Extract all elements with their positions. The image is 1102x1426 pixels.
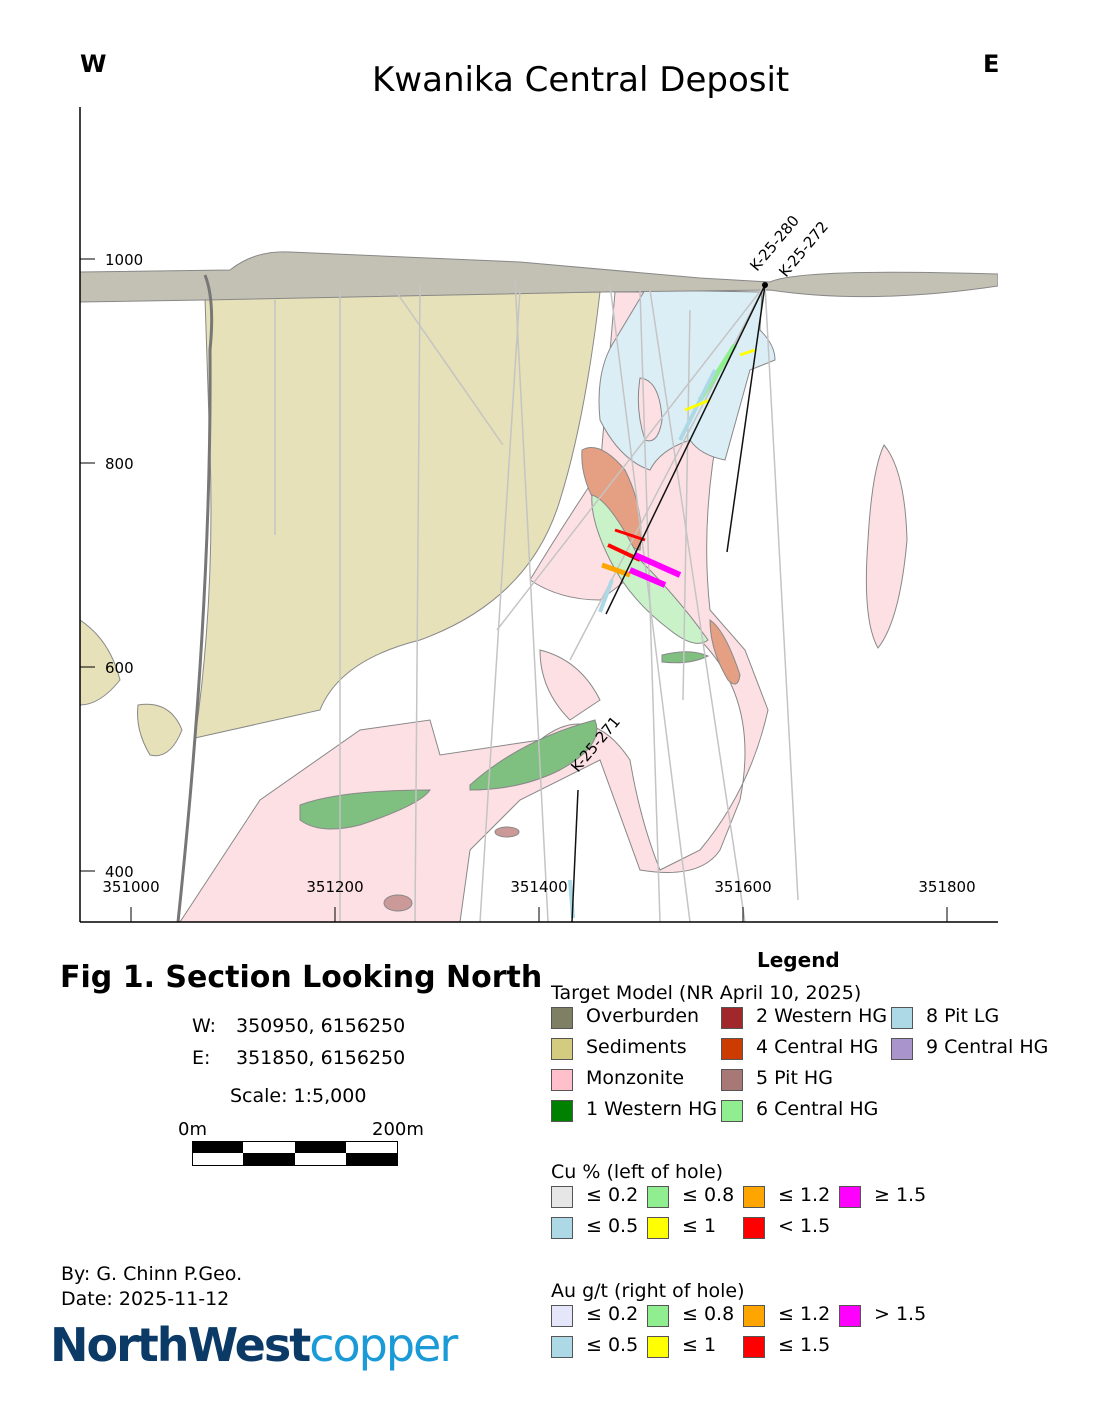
- y-tick-label: 600: [105, 659, 134, 677]
- monzonite-unit: [865, 444, 908, 649]
- pit-hg-unit: [494, 826, 520, 838]
- au-item-label: ≤ 1: [682, 1334, 717, 1356]
- au-item-label: ≤ 0.5: [586, 1334, 639, 1356]
- logo-part1: NorthWest: [50, 1318, 311, 1372]
- fault-line: [176, 274, 214, 922]
- target-model-item-swatch: [721, 1038, 743, 1060]
- target-model-item-label: 4 Central HG: [756, 1036, 879, 1058]
- target-model-item-label: 6 Central HG: [756, 1098, 879, 1120]
- scale-end: 200m: [372, 1119, 424, 1140]
- y-tick-label: 800: [105, 455, 134, 473]
- east-end-label: E:: [192, 1047, 211, 1069]
- west-end-coords: 350950, 6156250: [236, 1015, 406, 1037]
- cu-item-label: ≤ 1: [682, 1215, 717, 1237]
- au-item-label: ≤ 1.2: [778, 1303, 831, 1325]
- northwest-copper-logo: NorthWestcopper: [50, 1318, 458, 1372]
- logo-part2: copper: [309, 1318, 458, 1372]
- east-label: E: [983, 50, 1000, 78]
- west-label: W: [80, 50, 107, 78]
- target-model-item-swatch: [551, 1069, 573, 1091]
- au-item-swatch: [743, 1336, 765, 1358]
- y-tick-label: 400: [105, 863, 134, 881]
- central-hg-unit: [709, 619, 741, 685]
- west-end-label: W:: [192, 1015, 217, 1037]
- western-hg-unit: [661, 651, 710, 664]
- cu-item-swatch: [551, 1186, 573, 1208]
- sediments-unit-small: [80, 619, 121, 706]
- central-hg-unit: [581, 447, 642, 551]
- target-model-item-label: 2 Western HG: [756, 1005, 888, 1027]
- cu-item-swatch: [551, 1217, 573, 1239]
- figure-title: Fig 1. Section Looking North: [60, 960, 543, 995]
- sediments-unit-small: [137, 703, 183, 757]
- au-heading: Au g/t (right of hole): [551, 1280, 745, 1302]
- target-model-item-swatch: [721, 1100, 743, 1122]
- x-tick-label: 351600: [714, 878, 771, 896]
- target-model-item-label: 5 Pit HG: [756, 1067, 833, 1089]
- target-model-item-swatch: [891, 1038, 913, 1060]
- cu-item-swatch: [743, 1186, 765, 1208]
- target-model-item-label: Monzonite: [586, 1067, 685, 1089]
- overburden-unit: [80, 251, 998, 303]
- scale-start: 0m: [178, 1119, 207, 1140]
- au-item-swatch: [647, 1336, 669, 1358]
- x-tick-label: 351000: [102, 878, 159, 896]
- target-model-item-swatch: [891, 1007, 913, 1029]
- map-title: Kwanika Central Deposit: [372, 60, 790, 100]
- cu-item-swatch: [647, 1217, 669, 1239]
- x-tick-label: 351200: [306, 878, 363, 896]
- cu-item-label: < 1.5: [778, 1215, 831, 1237]
- cu-item-label: ≤ 1.2: [778, 1184, 831, 1206]
- cu-item-label: ≤ 0.2: [586, 1184, 639, 1206]
- pit-hg-unit: [383, 894, 413, 912]
- east-end-coords: 351850, 6156250: [236, 1047, 406, 1069]
- au-item-label: ≤ 0.2: [586, 1303, 639, 1325]
- cu-item-label: ≤ 0.5: [586, 1215, 639, 1237]
- target-model-item-swatch: [551, 1007, 573, 1029]
- target-model-item-swatch: [551, 1038, 573, 1060]
- cu-item-swatch: [839, 1186, 861, 1208]
- cu-item-swatch: [647, 1186, 669, 1208]
- scale-text: Scale: 1:5,000: [230, 1085, 367, 1107]
- target-model-item-label: 9 Central HG: [926, 1036, 1049, 1058]
- target-model-item-label: 1 Western HG: [586, 1098, 718, 1120]
- au-item-label: ≤ 0.8: [682, 1303, 735, 1325]
- cu-heading: Cu % (left of hole): [551, 1161, 724, 1183]
- target-model-item-swatch: [551, 1100, 573, 1122]
- target-model-item-swatch: [721, 1007, 743, 1029]
- au-item-label: > 1.5: [874, 1303, 927, 1325]
- target-model-item-swatch: [721, 1069, 743, 1091]
- sediments-unit: [194, 291, 601, 739]
- x-tick-label: 351400: [510, 878, 567, 896]
- western-hg-unit: [299, 789, 431, 830]
- au-item-label: ≤ 1.5: [778, 1334, 831, 1356]
- au-item-swatch: [551, 1336, 573, 1358]
- target-model-item-label: 8 Pit LG: [926, 1005, 1000, 1027]
- drill-hole-k-25-271: [571, 789, 579, 922]
- au-item-swatch: [743, 1305, 765, 1327]
- drill-hole-k-25-272: [726, 284, 766, 553]
- legend-title: Legend: [757, 948, 840, 972]
- scale-bar: [192, 1141, 398, 1166]
- western-hg-unit: [469, 719, 598, 791]
- cu-item-swatch: [743, 1217, 765, 1239]
- target-model-heading: Target Model (NR April 10, 2025): [551, 982, 862, 1004]
- target-model-item-label: Sediments: [586, 1036, 687, 1058]
- date: Date: 2025-11-12: [61, 1288, 230, 1310]
- drill-collar: [762, 282, 768, 288]
- y-tick-label: 1000: [105, 251, 143, 269]
- author: By: G. Chinn P.Geo.: [61, 1263, 243, 1285]
- cu-item-label: ≤ 0.8: [682, 1184, 735, 1206]
- target-model-item-label: Overburden: [586, 1005, 700, 1027]
- drill-hole-k-25-280: [605, 284, 766, 615]
- au-item-swatch: [647, 1305, 669, 1327]
- au-item-swatch: [551, 1305, 573, 1327]
- monzonite-unit: [539, 649, 601, 721]
- x-tick-label: 351800: [918, 878, 975, 896]
- au-item-swatch: [839, 1305, 861, 1327]
- cu-item-label: ≥ 1.5: [874, 1184, 927, 1206]
- cross-section-map: K-25-280 K-25-272 K-25-271 1000800600400…: [79, 107, 998, 923]
